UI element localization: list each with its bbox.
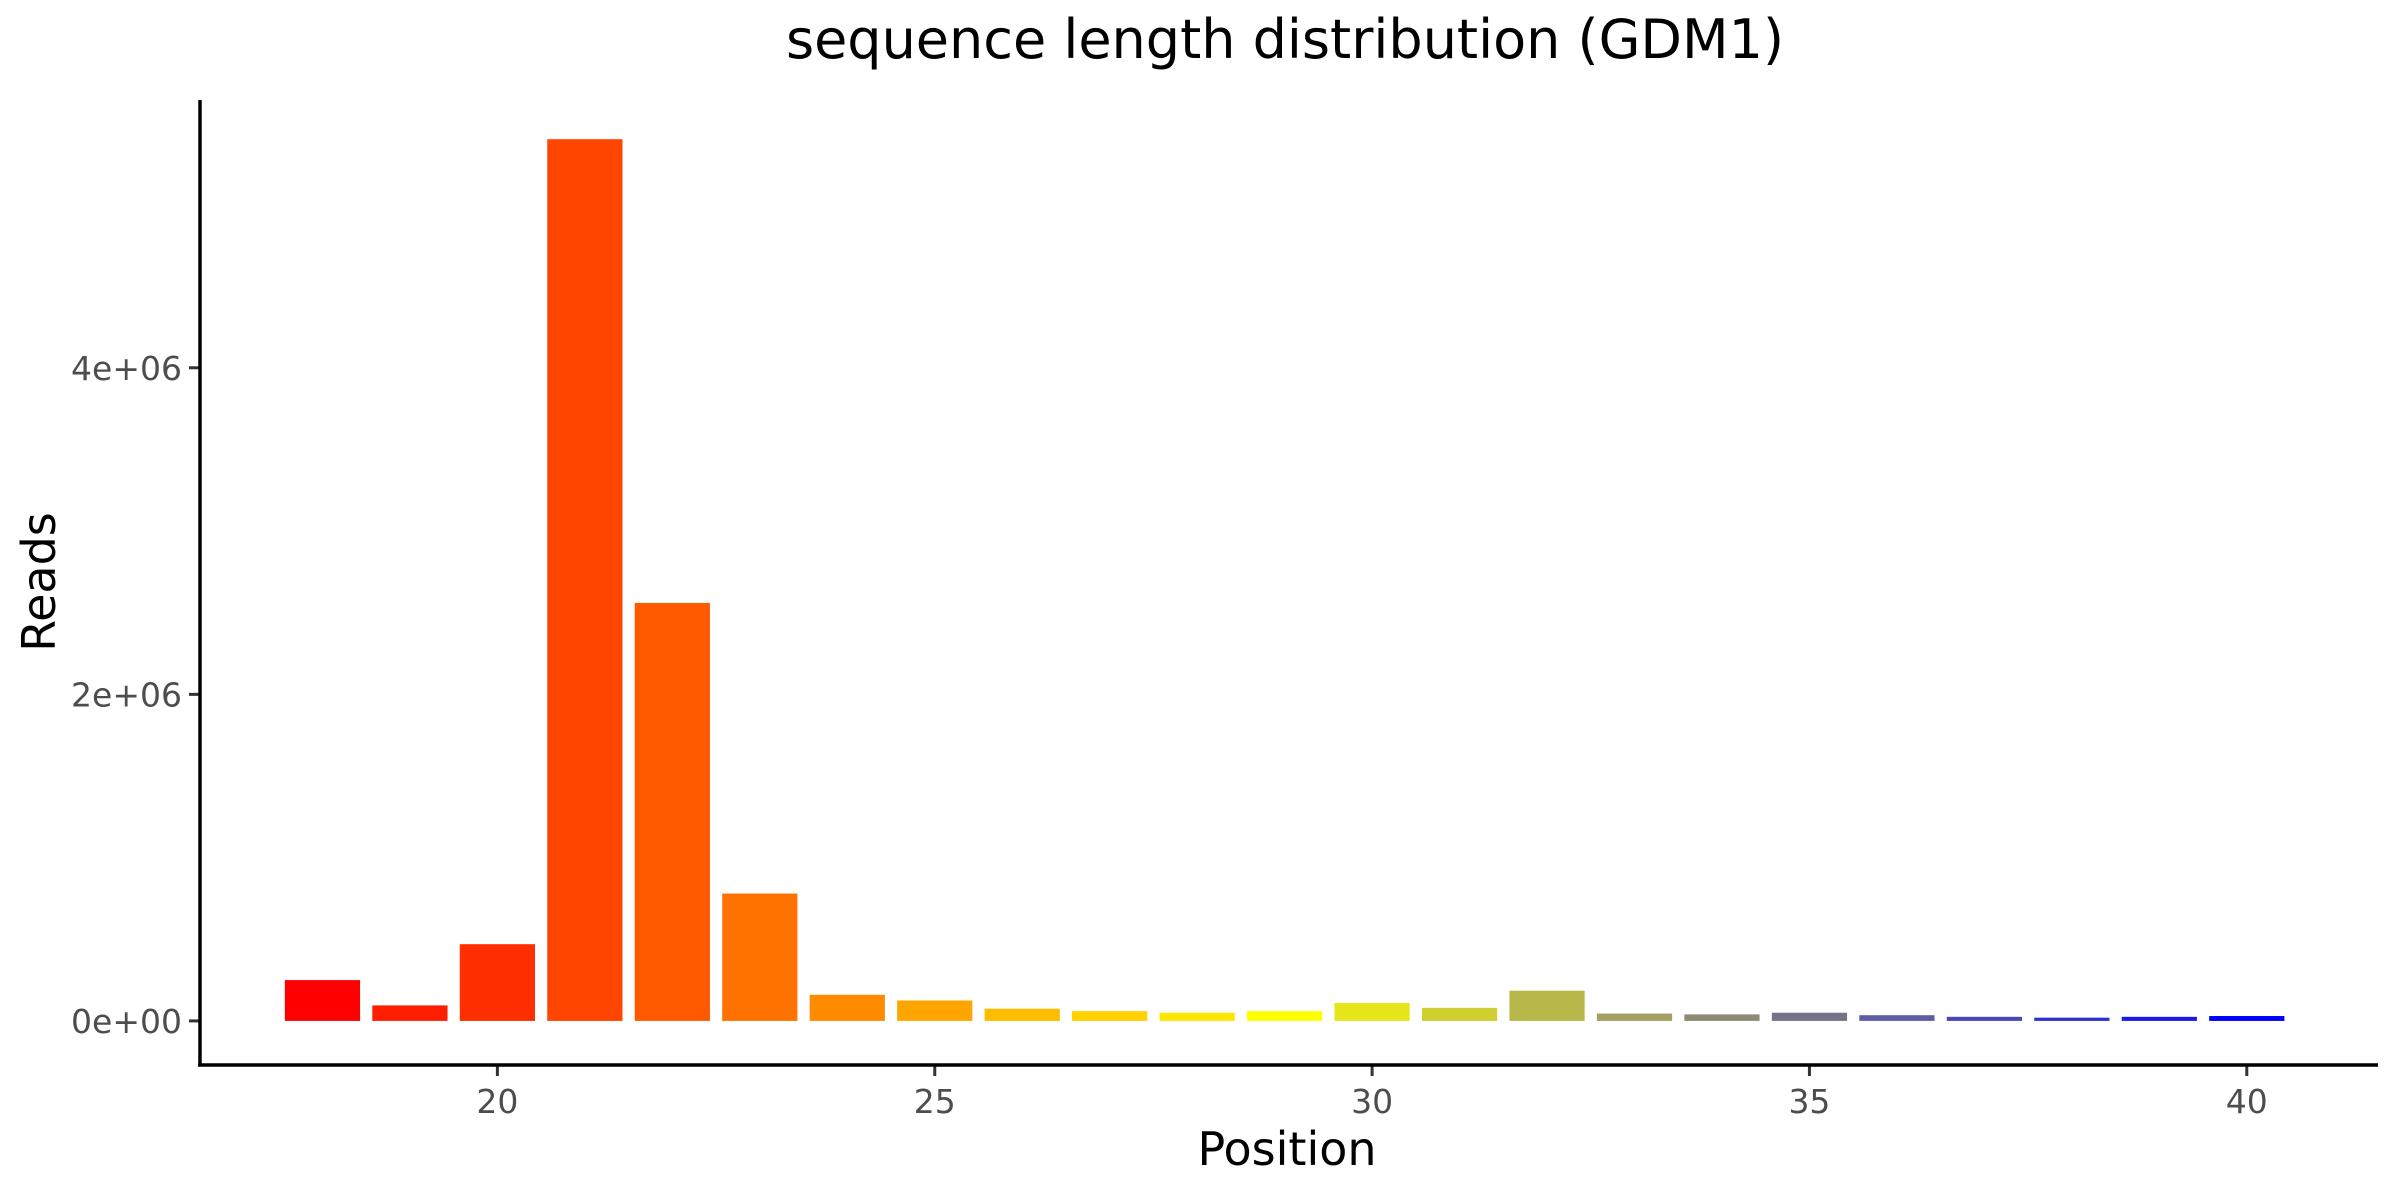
x-axis-title: Position	[1197, 1122, 1376, 1176]
bar-length-30	[1334, 1002, 1410, 1021]
x-tick-label: 40	[2226, 1082, 2268, 1121]
bar-length-18	[284, 980, 361, 1021]
bar-length-31	[1421, 1007, 1498, 1021]
x-tick-label: 35	[1788, 1082, 1830, 1121]
x-axis-ticks: 20 25 30 35 40	[476, 1065, 2268, 1121]
y-tick-label: 0e+00	[71, 1002, 182, 1041]
bar-length-33	[1596, 1013, 1673, 1021]
bar-length-29	[1247, 1011, 1323, 1021]
bar-length-19	[372, 1005, 448, 1021]
x-tick-label: 25	[914, 1082, 956, 1121]
y-tick-label: 4e+06	[71, 349, 182, 388]
x-tick-label: 20	[476, 1082, 518, 1121]
bar-length-34	[1684, 1014, 1760, 1021]
bar-length-24	[809, 994, 885, 1021]
bar-length-26	[984, 1008, 1060, 1021]
bar-length-25	[897, 1000, 973, 1021]
bar-length-28	[1159, 1012, 1235, 1021]
bar-length-20	[459, 944, 536, 1021]
bar-length-36	[1859, 1015, 1935, 1021]
bar-length-23	[722, 893, 798, 1021]
y-axis-ticks: 0e+00 2e+06 4e+06	[71, 349, 200, 1041]
chart-title: sequence length distribution (GDM1)	[786, 8, 1784, 71]
bar-length-27	[1072, 1011, 1148, 1021]
y-tick-label: 2e+06	[71, 675, 182, 714]
bar-length-38	[2034, 1017, 2110, 1021]
y-axis-title: Reads	[12, 512, 66, 652]
bar-length-32	[1509, 990, 1585, 1021]
x-tick-label: 30	[1351, 1082, 1393, 1121]
bars-group	[284, 139, 2285, 1021]
bar-length-22	[634, 602, 710, 1021]
bar-length-39	[2121, 1016, 2197, 1021]
bar-length-35	[1771, 1012, 1848, 1021]
bar-length-40	[2209, 1016, 2285, 1021]
bar-length-37	[1946, 1016, 2022, 1021]
bar-length-21	[547, 139, 623, 1021]
